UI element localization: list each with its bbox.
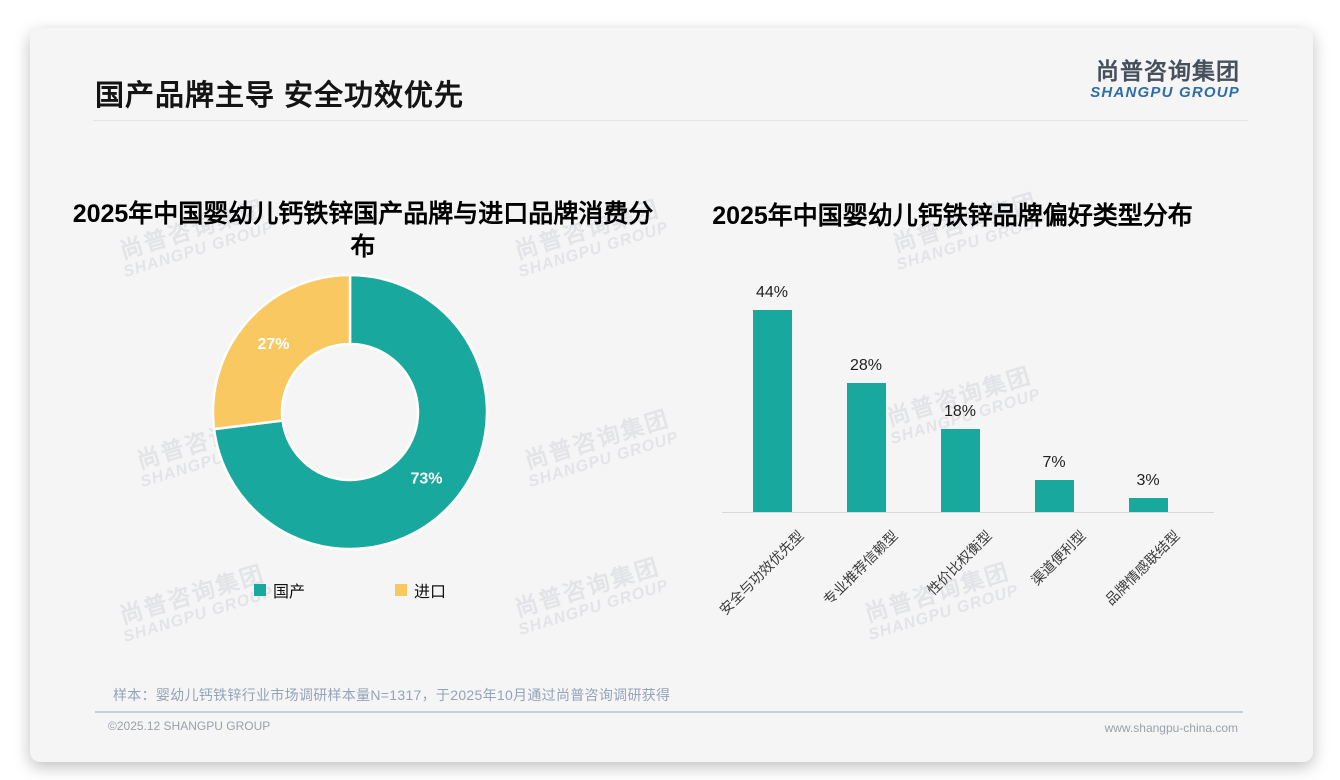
company-logo: 尚普咨询集团 SHANGPU GROUP [1090,58,1240,101]
footer-copyright: ©2025.12 SHANGPU GROUP [108,719,271,733]
footer-website: www.shangpu-china.com [1104,721,1238,735]
legend-label-imported: 进口 [414,584,447,601]
donut-chart: 73% 27% [211,273,489,551]
bar-chart-x-axis [722,512,1214,513]
donut-slice-0 [212,273,489,551]
bar-group: 7% 渠道便利型 [1007,300,1101,588]
bar-value-label: 44% [755,284,789,301]
donut-value-label-0: 73% [410,471,442,488]
sample-note: 样本：婴幼儿钙铁锌行业市场调研样本量N=1317，于2025年10月通过尚普咨询… [113,687,671,703]
legend-swatch-domestic-icon [253,584,266,596]
bar [1034,480,1074,512]
bar [752,310,792,512]
legend-item-imported: 进口 [395,578,446,602]
header-divider [93,120,1248,121]
bar-group: 44% 安全与功效优先型 [716,284,819,618]
footer-divider [95,711,1243,713]
logo-chinese-text: 尚普咨询集团 [1096,58,1240,84]
bar-group: 28% 专业推荐信赖型 [819,300,913,608]
bar [846,383,886,512]
legend-swatch-imported-icon [395,584,407,596]
bar-value-label: 18% [943,403,977,420]
donut-chart-title: 2025年中国婴幼儿钙铁锌国产品牌与进口品牌消费分布 [72,200,654,261]
legend-label-domestic: 国产 [272,584,305,601]
bar-chart: 44% 安全与功效优先型 28% 专业推荐信赖型 18% 性价比权衡型 7% 渠道便利型 3% 品… [716,284,1214,618]
legend-item-domestic: 国产 [253,578,305,602]
bar-value-label: 3% [1136,472,1160,489]
bar-group: 3% 品牌情感联结型 [1101,300,1195,608]
donut-legend: 国产 进口 [200,578,500,602]
donut-value-label-1: 27% [257,336,289,353]
bar [1128,498,1168,512]
bar-value-label: 7% [1042,454,1066,471]
bar-value-label: 28% [849,357,883,374]
bar-chart-title: 2025年中国婴幼儿钙铁锌品牌偏好类型分布 [712,202,1193,230]
logo-english-text: SHANGPU GROUP [1090,84,1240,102]
donut-slice-1 [211,273,352,431]
page-title: 国产品牌主导 安全功效优先 [95,80,465,112]
bar [940,429,980,512]
bar-group: 18% 性价比权衡型 [913,300,1007,598]
